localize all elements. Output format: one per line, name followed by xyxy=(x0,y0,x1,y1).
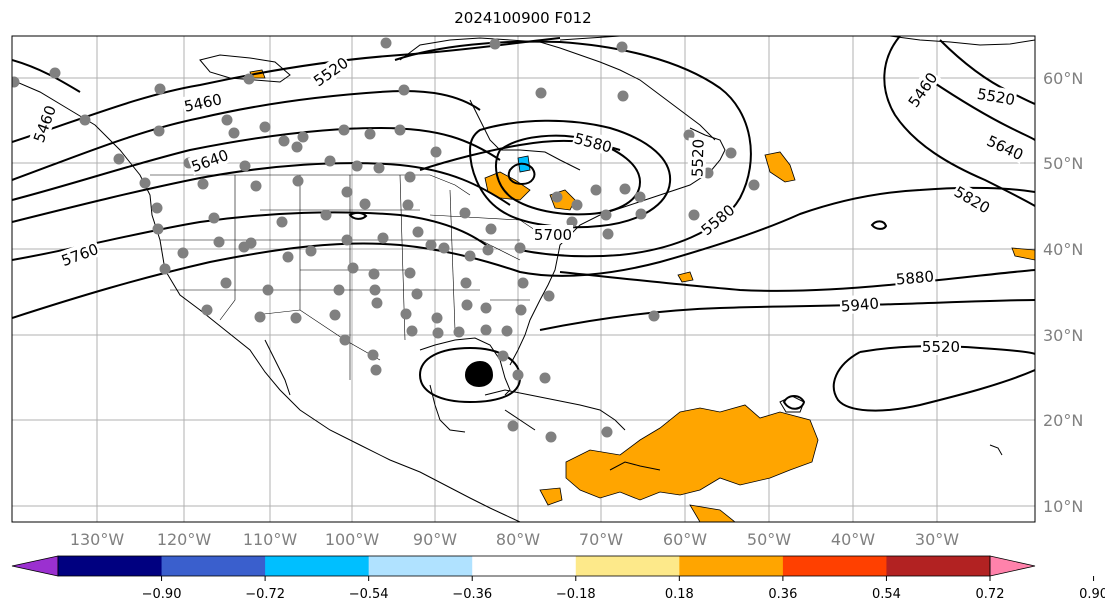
colorbar-extend-low xyxy=(11,555,59,577)
colorbar-segment xyxy=(368,556,473,576)
coastlines xyxy=(12,36,1035,522)
plot-title: 2024100900 F012 xyxy=(454,9,592,27)
colorbar-segment xyxy=(679,556,784,576)
colorbar-tick-label: 0.72 xyxy=(976,587,1005,602)
station-markers xyxy=(12,37,760,443)
colorbar-tick-label: 0.18 xyxy=(665,587,694,602)
latitude-label: 20°N xyxy=(1043,411,1083,430)
latitude-label: 50°N xyxy=(1043,154,1083,173)
colorbar-tick-label: −0.18 xyxy=(556,587,596,602)
colorbar-segment xyxy=(161,556,266,576)
map-frame xyxy=(11,35,1036,523)
contour-label: 5520 xyxy=(922,338,960,356)
colorbar-tick-label: −0.54 xyxy=(349,587,389,602)
latitude-label: 60°N xyxy=(1043,69,1083,88)
colorbar xyxy=(11,555,1036,577)
latitude-label: 30°N xyxy=(1043,326,1083,345)
longitude-label: 70°W xyxy=(579,530,623,549)
height-contours xyxy=(12,36,1035,412)
colorbar-tick-label: 0.90 xyxy=(1079,587,1105,602)
latitude-label: 10°N xyxy=(1043,497,1083,516)
graticule xyxy=(12,36,1035,522)
positive-shading xyxy=(249,69,1035,522)
contour-label: 5940 xyxy=(840,294,880,315)
colorbar-tick-label: −0.36 xyxy=(452,587,492,602)
longitude-label: 110°W xyxy=(243,530,298,549)
longitude-label: 90°W xyxy=(413,530,457,549)
longitude-label: 40°W xyxy=(831,530,875,549)
longitude-label: 50°W xyxy=(747,530,791,549)
longitude-label: 30°W xyxy=(915,530,959,549)
longitude-label: 100°W xyxy=(325,530,380,549)
longitude-label: 120°W xyxy=(157,530,212,549)
colorbar-segment xyxy=(472,556,577,576)
colorbar-tick-label: −0.90 xyxy=(142,587,182,602)
colorbar-tick-label: 0.36 xyxy=(768,587,797,602)
colorbar-segment xyxy=(886,556,991,576)
contour-label: 5520 xyxy=(688,139,707,178)
colorbar-tick-label: −0.72 xyxy=(245,587,285,602)
longitude-label: 60°W xyxy=(663,530,707,549)
colorbar-segment xyxy=(265,556,370,576)
contour-label: 5880 xyxy=(895,267,935,288)
colorbar-extend-high xyxy=(989,555,1036,577)
colorbar-segment xyxy=(782,556,887,576)
colorbar-segment xyxy=(575,556,680,576)
longitude-label: 80°W xyxy=(496,530,540,549)
colorbar-tick-label: 0.54 xyxy=(872,587,901,602)
contour-label: 5700 xyxy=(534,226,572,244)
latitude-label: 40°N xyxy=(1043,240,1083,259)
colorbar-segment xyxy=(58,556,163,576)
longitude-label: 130°W xyxy=(70,530,125,549)
